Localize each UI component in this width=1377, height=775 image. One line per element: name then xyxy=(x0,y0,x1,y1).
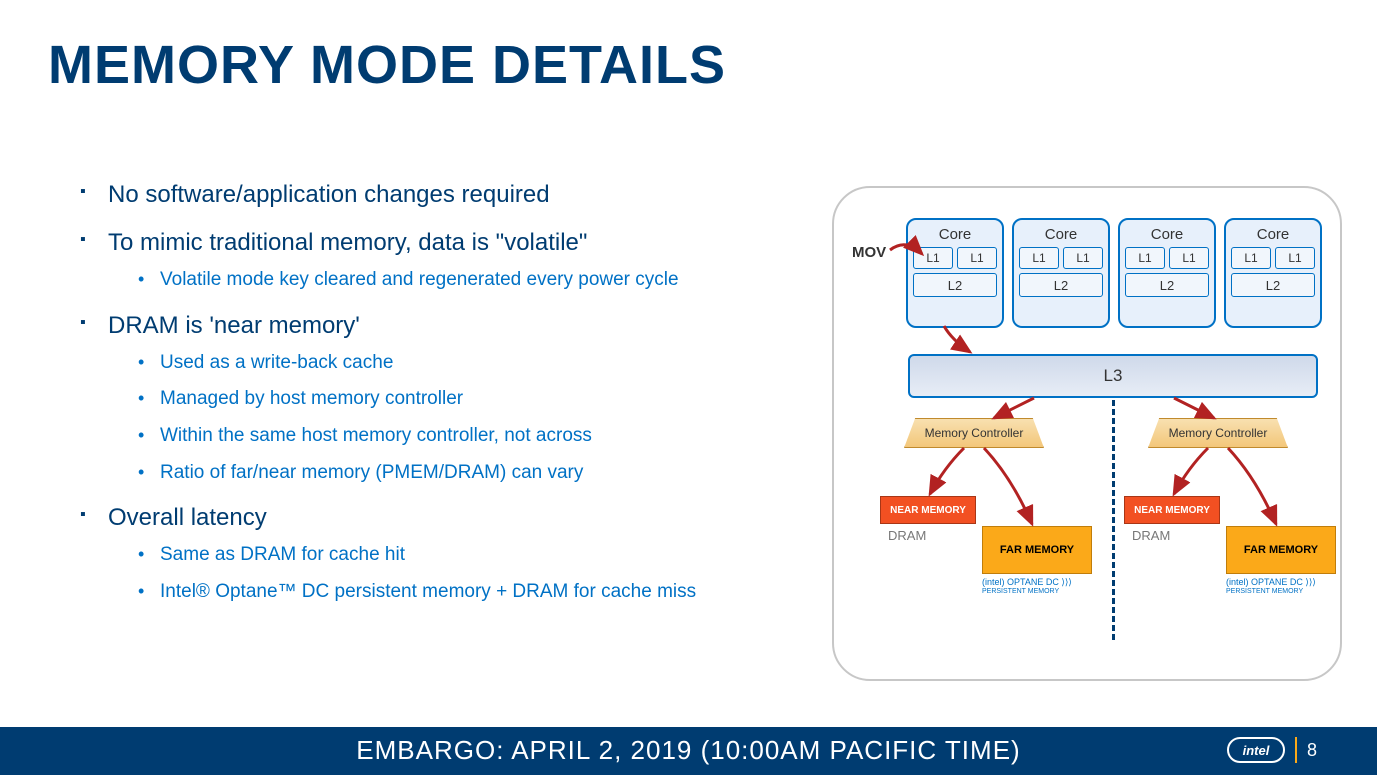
core-block: Core L1 L1 L2 xyxy=(1012,218,1110,328)
far-memory: FAR MEMORY xyxy=(1226,526,1336,574)
bullet-text: To mimic traditional memory, data is "vo… xyxy=(108,229,587,256)
l1-cache: L1 xyxy=(1169,247,1209,269)
far-memory: FAR MEMORY xyxy=(982,526,1092,574)
l1-row: L1 L1 xyxy=(1231,247,1315,269)
optane-label: (intel) OPTANE DC ⟩⟩⟩ PERSISTENT MEMORY xyxy=(982,578,1072,596)
arrow-core-to-l3 xyxy=(944,326,970,352)
arrow-memc-to-far-right xyxy=(1228,448,1276,524)
bullet-list: No software/application changes required… xyxy=(80,180,800,623)
core-label: Core xyxy=(939,226,972,243)
near-memory: NEAR MEMORY xyxy=(1124,496,1220,524)
l1-cache: L1 xyxy=(1019,247,1059,269)
footer-bar: EMBARGO: APRIL 2, 2019 (10:00AM PACIFIC … xyxy=(0,727,1377,775)
slide: MEMORY MODE DETAILS No software/applicat… xyxy=(0,0,1377,775)
l2-cache: L2 xyxy=(1019,273,1103,297)
mov-label: MOV xyxy=(852,244,886,261)
footer-logo-wrap: intel 8 xyxy=(1227,737,1317,763)
l2-cache: L2 xyxy=(1231,273,1315,297)
bullet-l2: Ratio of far/near memory (PMEM/DRAM) can… xyxy=(138,461,800,486)
optane-line1: (intel) OPTANE DC ⟩⟩⟩ xyxy=(1226,577,1316,587)
memory-diagram: MOV Core L1 L1 L2 Core L1 L1 L2 Core xyxy=(832,186,1342,681)
footer-divider xyxy=(1295,737,1297,763)
memory-controller: Memory Controller xyxy=(1148,418,1288,448)
core-label: Core xyxy=(1151,226,1184,243)
bullet-text: DRAM is 'near memory' xyxy=(108,312,360,339)
l1-cache: L1 xyxy=(1231,247,1271,269)
l3-cache: L3 xyxy=(908,354,1318,398)
arrow-l3-to-memc-left xyxy=(994,398,1034,418)
l1-cache: L1 xyxy=(1275,247,1315,269)
arrow-memc-to-near-left xyxy=(930,448,964,494)
footer-text: EMBARGO: APRIL 2, 2019 (10:00AM PACIFIC … xyxy=(0,735,1377,766)
bullet-l1: Overall latency Same as DRAM for cache h… xyxy=(80,503,800,604)
channel-divider xyxy=(1112,400,1115,640)
dram-label: DRAM xyxy=(1132,528,1170,543)
bullet-l1: DRAM is 'near memory' Used as a write-ba… xyxy=(80,311,800,486)
l1-row: L1 L1 xyxy=(1125,247,1209,269)
core-row: Core L1 L1 L2 Core L1 L1 L2 Core L1 xyxy=(906,218,1322,328)
core-label: Core xyxy=(1045,226,1078,243)
core-label: Core xyxy=(1257,226,1290,243)
arrow-memc-to-near-right xyxy=(1174,448,1208,494)
dram-label: DRAM xyxy=(888,528,926,543)
optane-label: (intel) OPTANE DC ⟩⟩⟩ PERSISTENT MEMORY xyxy=(1226,578,1316,596)
sub-list: Volatile mode key cleared and regenerate… xyxy=(138,268,800,293)
bullet-l1: No software/application changes required xyxy=(80,180,800,210)
bullet-l2: Intel® Optane™ DC persistent memory + DR… xyxy=(138,580,800,605)
core-block: Core L1 L1 L2 xyxy=(1224,218,1322,328)
optane-line2: PERSISTENT MEMORY xyxy=(1226,588,1316,596)
l2-cache: L2 xyxy=(913,273,997,297)
bullet-l2: Within the same host memory controller, … xyxy=(138,424,800,449)
near-memory: NEAR MEMORY xyxy=(880,496,976,524)
memory-controller: Memory Controller xyxy=(904,418,1044,448)
l1-cache: L1 xyxy=(1125,247,1165,269)
bullet-l2: Used as a write-back cache xyxy=(138,351,800,376)
sub-list: Same as DRAM for cache hit Intel® Optane… xyxy=(138,543,800,604)
l1-cache: L1 xyxy=(957,247,997,269)
bullet-l2: Managed by host memory controller xyxy=(138,387,800,412)
slide-title: MEMORY MODE DETAILS xyxy=(48,34,726,96)
bullet-text: No software/application changes required xyxy=(108,181,550,208)
l1-row: L1 L1 xyxy=(913,247,997,269)
intel-logo-icon: intel xyxy=(1227,737,1285,763)
l1-cache: L1 xyxy=(1063,247,1103,269)
core-block: Core L1 L1 L2 xyxy=(906,218,1004,328)
arrow-memc-to-far-left xyxy=(984,448,1032,524)
arrow-l3-to-memc-right xyxy=(1174,398,1214,418)
bullet-text: Overall latency xyxy=(108,504,267,531)
l2-cache: L2 xyxy=(1125,273,1209,297)
bullet-l1: To mimic traditional memory, data is "vo… xyxy=(80,228,800,293)
bullet-l2: Same as DRAM for cache hit xyxy=(138,543,800,568)
l1-row: L1 L1 xyxy=(1019,247,1103,269)
optane-line1: (intel) OPTANE DC ⟩⟩⟩ xyxy=(982,577,1072,587)
sub-list: Used as a write-back cache Managed by ho… xyxy=(138,351,800,486)
bullet-l2: Volatile mode key cleared and regenerate… xyxy=(138,268,800,293)
optane-line2: PERSISTENT MEMORY xyxy=(982,588,1072,596)
l1-cache: L1 xyxy=(913,247,953,269)
core-block: Core L1 L1 L2 xyxy=(1118,218,1216,328)
page-number: 8 xyxy=(1307,740,1317,761)
